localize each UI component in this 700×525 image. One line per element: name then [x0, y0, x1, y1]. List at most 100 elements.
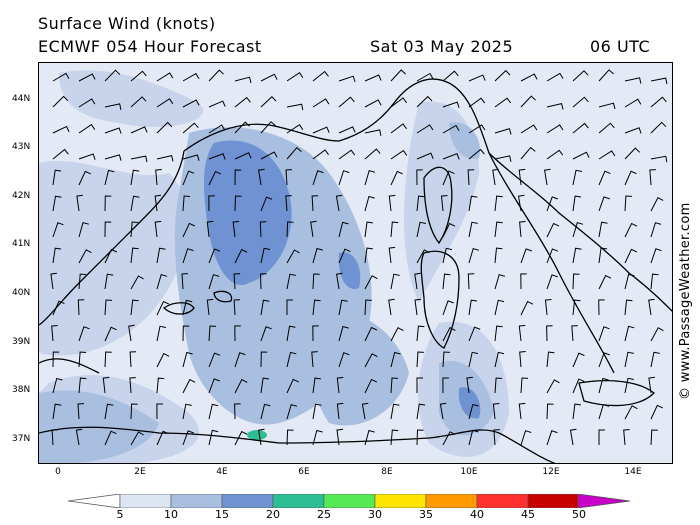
wind-barb — [494, 97, 512, 108]
wind-barb — [336, 402, 344, 420]
wind-barb — [442, 70, 459, 82]
wind-barb — [364, 378, 378, 394]
model-label: ECMWF 054 Hour Forecast — [38, 37, 262, 56]
wind-barb — [208, 124, 226, 134]
wind-barb — [650, 222, 662, 238]
wind-barb — [494, 377, 503, 394]
scale-label: 40 — [470, 508, 484, 521]
wind-barb — [416, 152, 434, 160]
wind-barb — [624, 98, 642, 108]
lon-label-8e: 8E — [381, 467, 393, 477]
wind-barb — [338, 325, 349, 342]
wind-barb — [572, 378, 585, 394]
wind-barb — [312, 429, 323, 446]
wind-barb — [624, 325, 635, 342]
wind-barb — [546, 351, 555, 368]
wind-barb — [130, 275, 144, 290]
color-scale — [68, 494, 631, 508]
wind-barb — [571, 325, 578, 342]
wind-barb — [234, 76, 252, 84]
wind-barb — [78, 153, 96, 160]
wind-band-strong — [204, 140, 481, 419]
lat-label-42n: 42N — [12, 191, 31, 201]
wind-barb — [518, 168, 526, 186]
wind-barb — [312, 403, 322, 420]
scale-label: 5 — [116, 508, 124, 521]
wind-barb — [623, 429, 630, 446]
wind-barb — [182, 299, 193, 316]
scale-label: 25 — [317, 508, 331, 521]
wind-barb — [390, 149, 408, 160]
wind-barb — [598, 299, 605, 316]
wind-barb — [390, 327, 404, 342]
wind-barb — [364, 148, 381, 160]
wind-barb — [468, 148, 485, 160]
wind-barb — [390, 221, 399, 238]
wind-barb — [546, 430, 558, 446]
wind-barb — [494, 195, 503, 212]
wind-barb — [468, 403, 479, 420]
wind-barb — [234, 352, 246, 368]
scale-label: 15 — [215, 508, 229, 521]
wind-barb — [311, 351, 318, 368]
wind-barb — [338, 170, 350, 186]
wind-barb — [76, 194, 83, 212]
wind-barb — [624, 351, 634, 368]
wind-barb — [572, 247, 582, 264]
scale-swatch — [323, 494, 376, 508]
wind-barb — [338, 75, 356, 83]
wind-barb — [416, 429, 424, 446]
wind-barb — [416, 195, 425, 212]
wind-barb — [312, 170, 324, 186]
wind-barb — [650, 77, 668, 85]
wind-barb — [494, 299, 505, 316]
wind-barb — [104, 195, 112, 212]
wind-barb — [648, 376, 655, 394]
wind-barb — [52, 169, 62, 186]
wind-barb — [598, 196, 610, 212]
wind-barb — [104, 69, 121, 82]
scale-label: 45 — [521, 508, 535, 521]
wind-barb — [648, 298, 655, 316]
wind-barb — [104, 326, 117, 342]
wind-barb — [312, 98, 330, 108]
wind-barb — [312, 299, 321, 316]
wind-barb — [572, 221, 584, 238]
wind-barb — [468, 429, 479, 446]
wind-barb — [234, 195, 242, 212]
wind-barb — [493, 429, 500, 446]
wind-barb — [467, 169, 475, 186]
wind-barb — [208, 153, 226, 160]
wind-barb — [416, 72, 434, 82]
wind-barb — [390, 170, 403, 186]
wind-barb — [468, 247, 480, 264]
wind-barb — [650, 273, 659, 290]
wind-barb — [286, 221, 294, 238]
wind-barb — [78, 377, 87, 394]
wind-barb — [182, 122, 199, 134]
wind-barb — [390, 97, 407, 108]
wind-barb — [128, 324, 135, 342]
wind-barb — [572, 273, 580, 290]
wind-barb — [390, 69, 406, 82]
wind-barb — [442, 431, 456, 446]
wind-barb — [52, 72, 70, 82]
wind-barb — [77, 299, 85, 316]
wind-barb — [388, 246, 396, 264]
wind-barb — [546, 103, 564, 110]
wind-barb — [260, 351, 268, 368]
scale-arrow-low — [68, 494, 121, 508]
wind-barb — [624, 248, 638, 264]
wind-barb — [494, 325, 503, 342]
wind-barb — [312, 377, 321, 394]
lat-label-39n: 39N — [12, 337, 31, 347]
wind-barb — [364, 429, 375, 446]
wind-barb — [312, 325, 319, 342]
wind-barb — [260, 196, 273, 212]
wind-barb — [286, 146, 302, 160]
wind-barb — [598, 69, 614, 82]
wind-barb — [312, 70, 329, 82]
wind-barb — [285, 169, 293, 186]
wind-barb — [78, 273, 87, 290]
wind-barb — [520, 248, 532, 264]
